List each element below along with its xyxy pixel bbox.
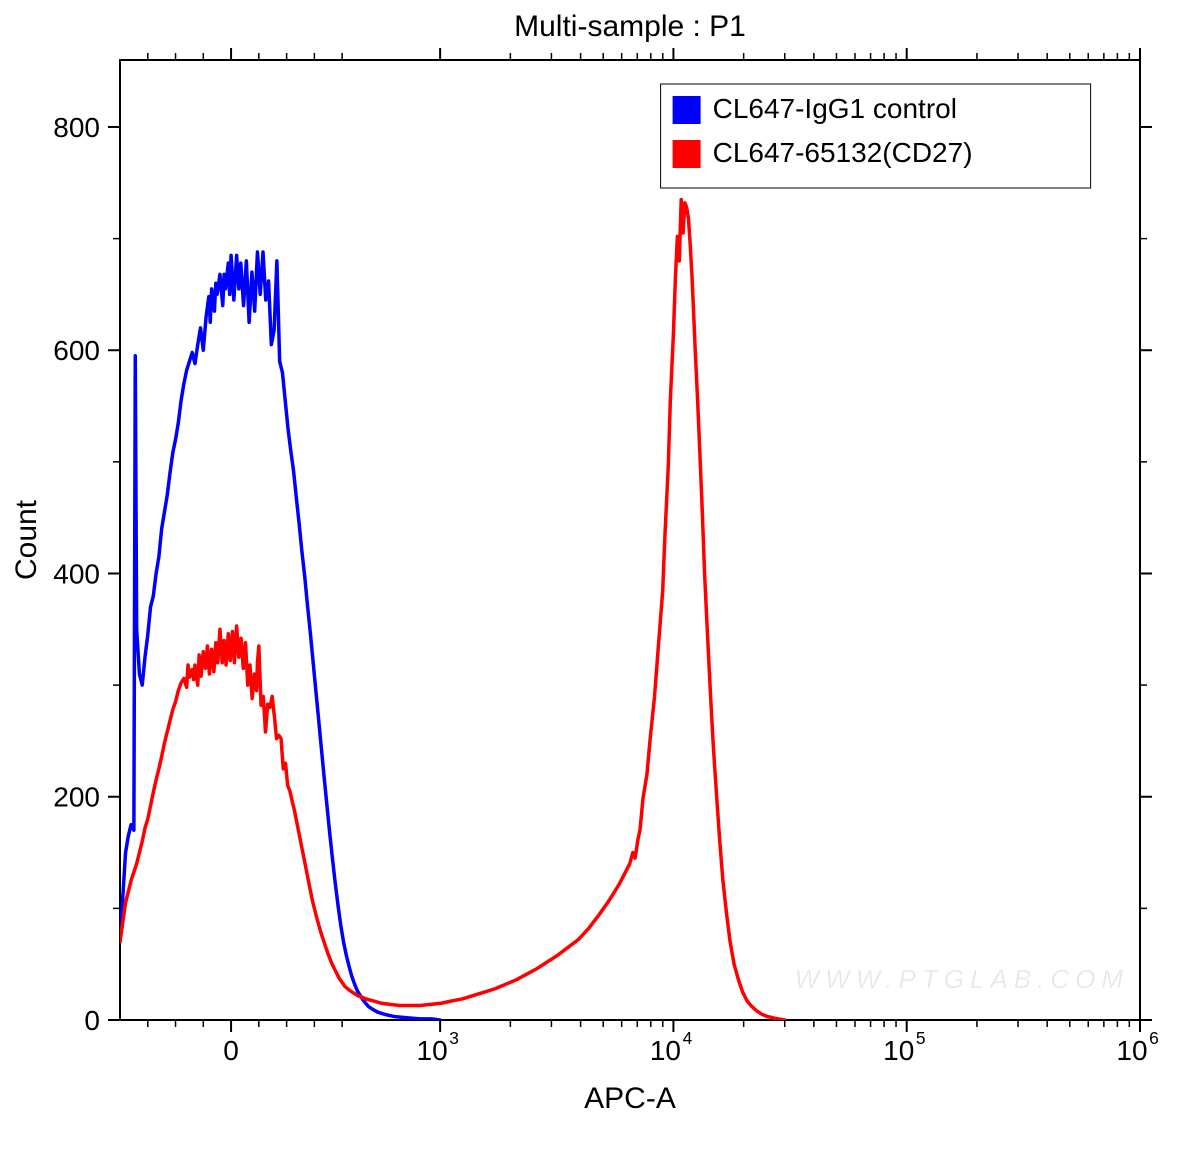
y-tick-label: 600 [53,335,100,366]
legend-label: CL647-IgG1 control [713,93,957,124]
chart-container: Multi-sample : P102004006008000103104105… [0,0,1184,1150]
x-tick-label: 0 [223,1035,239,1066]
svg-text:10: 10 [417,1035,448,1066]
y-tick-label: 800 [53,112,100,143]
legend-swatch [673,140,701,168]
plot-area [120,60,1140,1020]
y-tick-label: 0 [84,1005,100,1036]
svg-text:10: 10 [1116,1035,1147,1066]
y-tick-label: 200 [53,782,100,813]
svg-text:4: 4 [683,1028,693,1048]
chart-title: Multi-sample : P1 [514,10,746,43]
svg-text:10: 10 [883,1035,914,1066]
svg-text:3: 3 [449,1028,459,1048]
y-axis-label: Count [10,499,43,580]
legend-label: CL647-65132(CD27) [713,137,973,168]
chart-svg: Multi-sample : P102004006008000103104105… [0,0,1184,1150]
svg-text:6: 6 [1149,1028,1159,1048]
legend-swatch [673,96,701,124]
svg-text:5: 5 [916,1028,926,1048]
svg-text:10: 10 [650,1035,681,1066]
y-tick-label: 400 [53,558,100,589]
x-axis-label: APC-A [584,1082,676,1115]
